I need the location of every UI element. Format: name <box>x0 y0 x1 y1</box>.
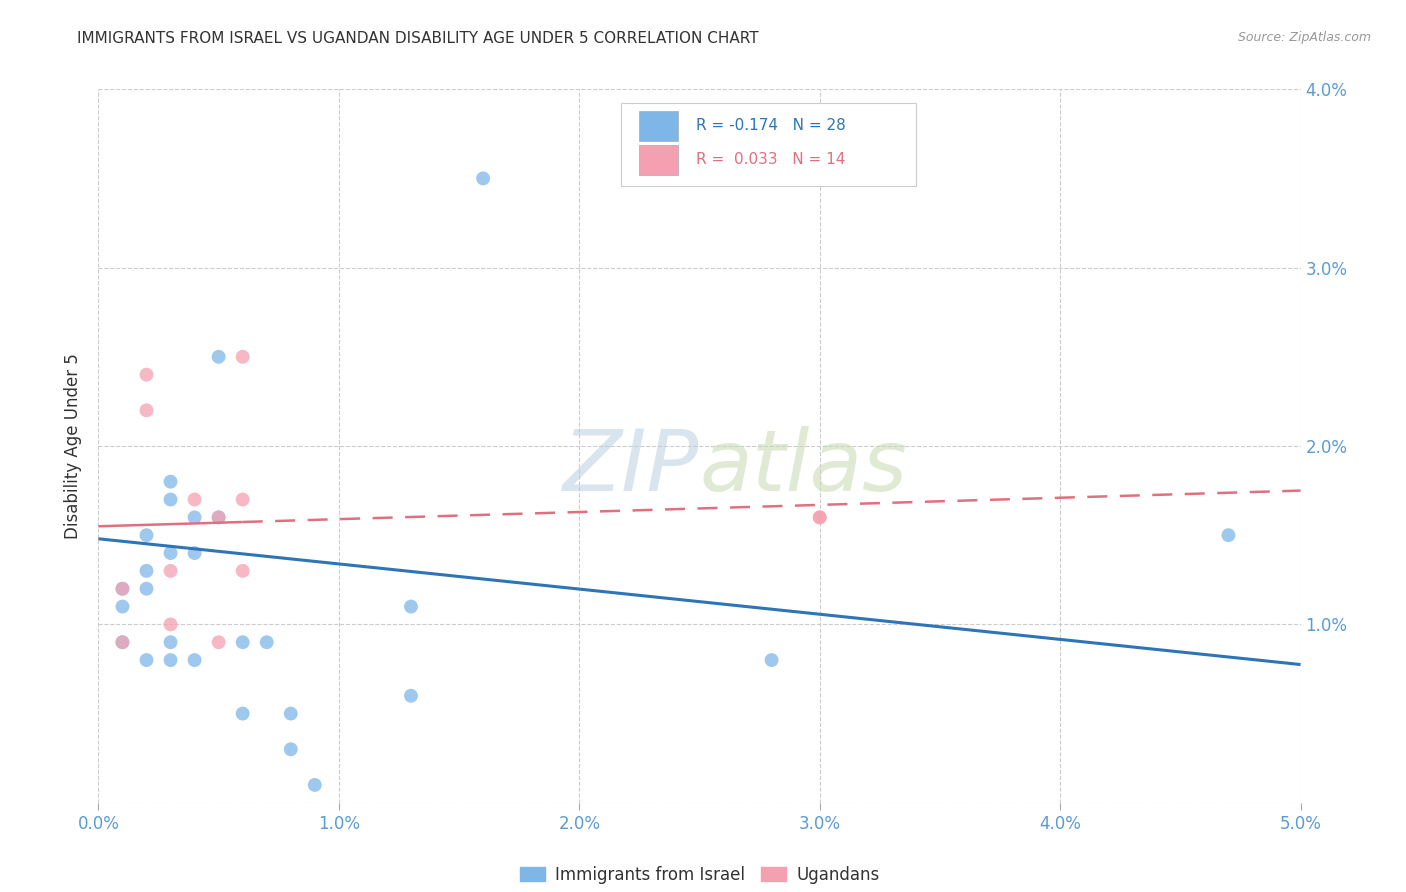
Point <box>232 706 254 721</box>
Point <box>304 778 326 792</box>
Text: R =  0.033   N = 14: R = 0.033 N = 14 <box>696 153 845 168</box>
Point <box>135 403 157 417</box>
Point <box>183 492 205 507</box>
Point <box>232 635 254 649</box>
Point <box>256 635 278 649</box>
Text: Source: ZipAtlas.com: Source: ZipAtlas.com <box>1237 31 1371 45</box>
Point <box>183 510 205 524</box>
Point <box>159 492 181 507</box>
Point <box>159 546 181 560</box>
Text: atlas: atlas <box>700 425 907 509</box>
Point <box>111 582 134 596</box>
Text: IMMIGRANTS FROM ISRAEL VS UGANDAN DISABILITY AGE UNDER 5 CORRELATION CHART: IMMIGRANTS FROM ISRAEL VS UGANDAN DISABI… <box>77 31 759 46</box>
Text: R = -0.174   N = 28: R = -0.174 N = 28 <box>696 118 845 133</box>
Point <box>111 635 134 649</box>
Point <box>280 706 302 721</box>
Bar <box>640 145 678 175</box>
Point <box>761 653 783 667</box>
Point <box>135 653 157 667</box>
Point <box>135 528 157 542</box>
Point <box>135 368 157 382</box>
Point <box>111 582 134 596</box>
Point <box>159 617 181 632</box>
Point <box>208 510 231 524</box>
Point <box>280 742 302 756</box>
Legend: Immigrants from Israel, Ugandans: Immigrants from Israel, Ugandans <box>520 865 879 884</box>
Point <box>111 635 134 649</box>
Point <box>159 653 181 667</box>
Point <box>159 475 181 489</box>
Point <box>208 635 231 649</box>
Point <box>1218 528 1240 542</box>
Point <box>472 171 495 186</box>
Point <box>135 582 157 596</box>
Bar <box>640 111 678 141</box>
Text: ZIP: ZIP <box>564 425 700 509</box>
Point <box>111 599 134 614</box>
Point <box>399 599 422 614</box>
Point <box>159 635 181 649</box>
Point <box>208 510 231 524</box>
Point <box>159 564 181 578</box>
Y-axis label: Disability Age Under 5: Disability Age Under 5 <box>65 353 83 539</box>
Point <box>183 653 205 667</box>
Point <box>808 510 831 524</box>
Point <box>808 510 831 524</box>
Point <box>232 564 254 578</box>
Point <box>232 350 254 364</box>
Point <box>208 350 231 364</box>
Point <box>232 492 254 507</box>
Point <box>135 564 157 578</box>
Point <box>399 689 422 703</box>
Point <box>183 546 205 560</box>
